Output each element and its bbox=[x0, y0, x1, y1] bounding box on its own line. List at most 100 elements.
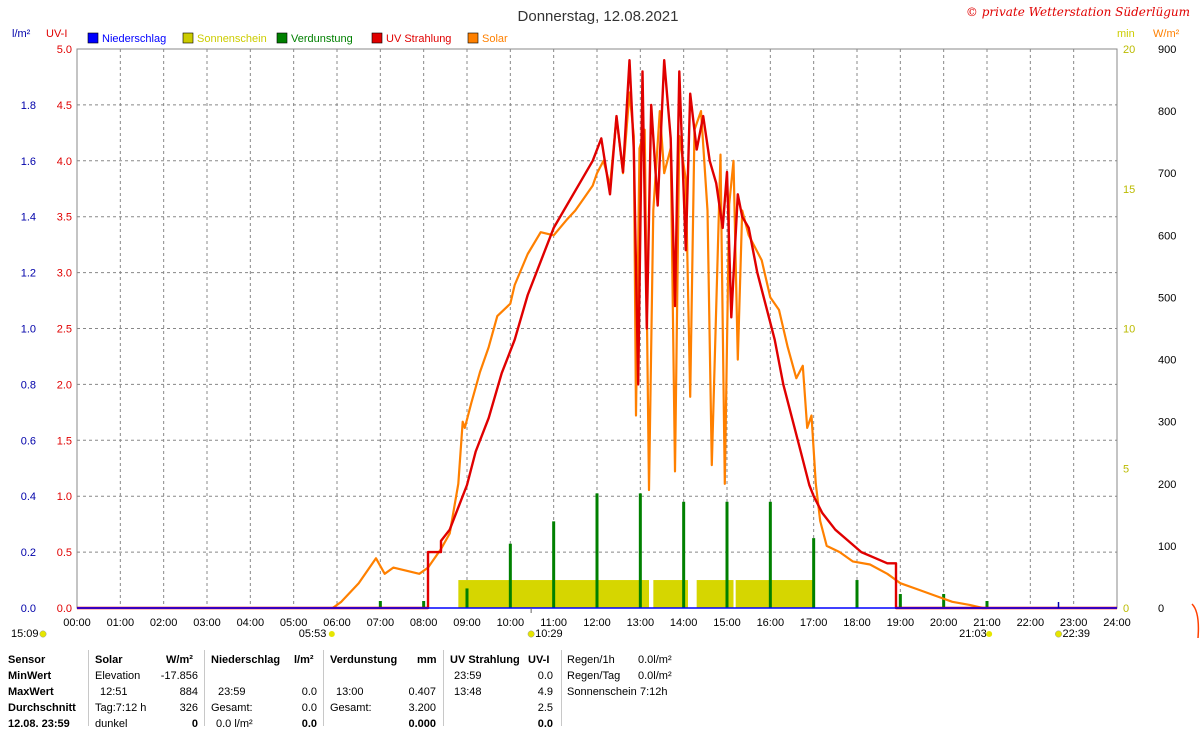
precip-tick-label: 1.4 bbox=[21, 212, 36, 224]
x-tick-label: 19:00 bbox=[887, 617, 915, 629]
sun-min-tick-label: 5 bbox=[1123, 463, 1129, 475]
astro-time-label: 10:29 bbox=[535, 628, 563, 640]
rain-hour-label: Regen/1h bbox=[567, 654, 615, 666]
sunshine-value: 7:12h bbox=[640, 686, 668, 698]
solar-avg-label: Tag:7:12 h bbox=[95, 702, 147, 714]
legend-swatch bbox=[276, 32, 288, 44]
precip-tick-label: 1.0 bbox=[21, 324, 36, 336]
precip-tick-label: 1.8 bbox=[21, 100, 36, 112]
solar-avg-value: 326 bbox=[179, 702, 198, 714]
uv-avg-value: 2.5 bbox=[537, 702, 553, 714]
precip-last-value: 0.0 bbox=[301, 718, 317, 730]
sunshine-bar bbox=[597, 580, 641, 608]
solar-tick-label: 200 bbox=[1158, 479, 1176, 491]
x-tick-label: 17:00 bbox=[800, 617, 828, 629]
data-lines bbox=[77, 59, 1117, 610]
x-tick-label: 21:00 bbox=[973, 617, 1001, 629]
uv-tick-label: 1.5 bbox=[57, 435, 72, 447]
evaporation-bar bbox=[682, 501, 686, 608]
weather-chart: Donnerstag, 12.08.2021 © private Wetters… bbox=[11, 5, 1200, 640]
legend-label: Solar bbox=[482, 33, 508, 45]
sunshine-bar bbox=[510, 580, 554, 608]
evaporation-bar bbox=[768, 501, 772, 608]
legend-swatch bbox=[371, 32, 383, 44]
uv-max-value: 4.9 bbox=[537, 686, 553, 698]
evaporation-bar bbox=[422, 601, 426, 608]
row-label-min: MinWert bbox=[8, 670, 52, 682]
evap-header: Verdunstung bbox=[330, 654, 398, 666]
precip-last-label: 0.0 l/m² bbox=[216, 718, 253, 730]
solar-tick-label: 100 bbox=[1158, 541, 1176, 553]
uv-tick-label: 3.0 bbox=[57, 268, 72, 280]
astro-time-label: 05:53 bbox=[299, 628, 327, 640]
x-tick-label: 16:00 bbox=[757, 617, 785, 629]
evap-unit: mm bbox=[417, 654, 437, 666]
x-tick-label: 03:00 bbox=[193, 617, 221, 629]
evaporation-bar bbox=[508, 543, 512, 608]
solar-last-value: 0 bbox=[191, 718, 198, 730]
precip-tick-label: 0.6 bbox=[21, 435, 36, 447]
x-tick-label: 12:00 bbox=[583, 617, 611, 629]
x-tick-label: 15:00 bbox=[713, 617, 741, 629]
rain-hour-value: 0.0l/m² bbox=[638, 654, 672, 666]
evaporation-bar bbox=[898, 594, 902, 608]
precip-unit: l/m² bbox=[294, 654, 314, 666]
right-unit-wm2: W/m² bbox=[1153, 28, 1180, 40]
sunshine-bar bbox=[770, 580, 814, 608]
solar-min-value: -17.856 bbox=[160, 670, 198, 682]
row-label-sensor: Sensor bbox=[8, 654, 46, 666]
solar-max-value: 884 bbox=[179, 686, 198, 698]
moon-icon bbox=[1055, 630, 1062, 638]
evap-last-value: 0.000 bbox=[408, 718, 436, 730]
sun-min-tick-label: 20 bbox=[1123, 44, 1135, 56]
uv-last-value: 0.0 bbox=[537, 718, 553, 730]
evaporation-bars bbox=[378, 493, 989, 608]
sunshine-bar bbox=[735, 580, 771, 608]
tick-labels: 00:00 01:00 02:00 03:00 04:00 05:00 06:00 07:00… bbox=[21, 44, 1177, 629]
solar-tick-label: 700 bbox=[1158, 168, 1176, 180]
x-tick-label: 13:00 bbox=[627, 617, 655, 629]
sun-icon bbox=[986, 631, 993, 637]
precip-max-time: 23:59 bbox=[218, 686, 246, 698]
precip-tick-label: 0.4 bbox=[21, 491, 36, 503]
precip-tick-label: 0.0 bbox=[21, 603, 36, 615]
grid-lines bbox=[77, 49, 1117, 608]
copyright-text: © private Wetterstation Süderlügum bbox=[966, 5, 1190, 19]
evaporation-bar bbox=[942, 594, 946, 608]
x-tick-label: 23:00 bbox=[1060, 617, 1088, 629]
precip-tick-label: 1.6 bbox=[21, 156, 36, 168]
solar-tick-label: 300 bbox=[1158, 417, 1176, 429]
x-tick-label: 01:00 bbox=[107, 617, 135, 629]
sunshine-bar bbox=[640, 580, 649, 608]
evaporation-bar bbox=[552, 521, 556, 608]
evap-max-time: 13:00 bbox=[336, 686, 364, 698]
x-tick-label: 22:00 bbox=[1017, 617, 1045, 629]
edge-arc bbox=[1191, 603, 1200, 639]
precip-avg-value: 0.0 bbox=[301, 702, 317, 714]
legend-swatch bbox=[467, 32, 479, 44]
legend-swatch bbox=[182, 32, 194, 44]
uv-tick-label: 4.5 bbox=[57, 100, 72, 112]
solar-tick-label: 900 bbox=[1158, 44, 1176, 56]
evap-max-value: 0.407 bbox=[408, 686, 436, 698]
solar-tick-label: 400 bbox=[1158, 355, 1176, 367]
uv-tick-label: 5.0 bbox=[57, 44, 72, 56]
x-tick-label: 18:00 bbox=[843, 617, 871, 629]
legend-label: Verdunstung bbox=[291, 33, 353, 45]
solar-line bbox=[332, 91, 987, 610]
x-tick-label: 09:00 bbox=[453, 617, 481, 629]
astro-time-label: 15:09 bbox=[11, 628, 39, 640]
legend-label: Sonnenschein bbox=[197, 33, 267, 45]
left-unit-precip: l/m² bbox=[12, 28, 31, 40]
astro-time-label: 21:03 bbox=[959, 628, 987, 640]
uv-unit: UV-I bbox=[528, 654, 550, 666]
sun-min-tick-label: 0 bbox=[1123, 603, 1129, 615]
precip-tick-label: 0.2 bbox=[21, 547, 36, 559]
solar-min-label: Elevation bbox=[95, 670, 141, 682]
x-tick-label: 05:00 bbox=[280, 617, 308, 629]
uv-min-value: 0.0 bbox=[537, 670, 553, 682]
solar-header: Solar bbox=[95, 654, 123, 666]
summary-table: Sensor MinWert MaxWert Durchschnitt 12.0… bbox=[0, 648, 1200, 730]
evaporation-bar bbox=[638, 493, 642, 608]
x-tick-label: 11:00 bbox=[540, 617, 567, 629]
